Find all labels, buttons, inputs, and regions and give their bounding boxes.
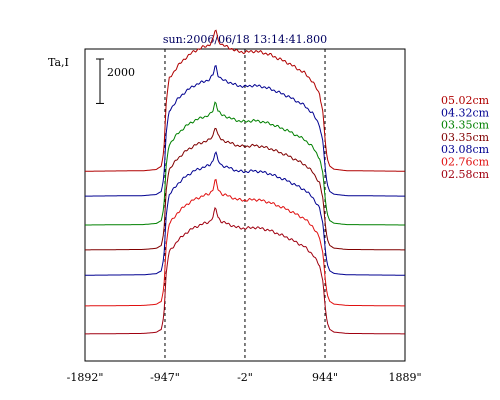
chart-title: sun:2006/06/18 13:14:41.800: [163, 33, 327, 46]
x-tick-label: 944": [312, 371, 338, 384]
legend-item: 03.35cm: [441, 131, 490, 144]
legend-item: 03.08cm: [441, 143, 490, 156]
reference-lines: [164, 49, 326, 361]
series-line: [85, 127, 405, 251]
x-tick-label: -2": [237, 371, 253, 384]
x-tick-label: 1889": [388, 371, 421, 384]
legend-item: 02.76cm: [441, 156, 490, 169]
scale-bar: 2000: [96, 58, 135, 104]
legend-item: 04.32cm: [441, 106, 490, 119]
series-line: [85, 151, 405, 276]
series-line: [85, 29, 405, 172]
series-line: [85, 101, 405, 226]
legend: 05.02cm04.32cm03.35cm03.35cm03.08cm02.76…: [441, 94, 490, 181]
series-line: [85, 65, 405, 197]
legend-item: 02.58cm: [441, 168, 490, 181]
x-tick-label: -1892": [67, 371, 104, 384]
series-line: [85, 178, 405, 307]
legend-item: 03.35cm: [441, 119, 490, 132]
series-lines: [85, 29, 405, 335]
series-line: [85, 206, 405, 335]
legend-item: 05.02cm: [441, 94, 490, 107]
x-tick-labels: -1892" -947" -2" 944" 1889": [67, 371, 422, 384]
x-tick-label: -947": [150, 371, 180, 384]
y-axis-label: Ta,I: [48, 56, 69, 69]
scale-bar-label: 2000: [107, 66, 135, 79]
